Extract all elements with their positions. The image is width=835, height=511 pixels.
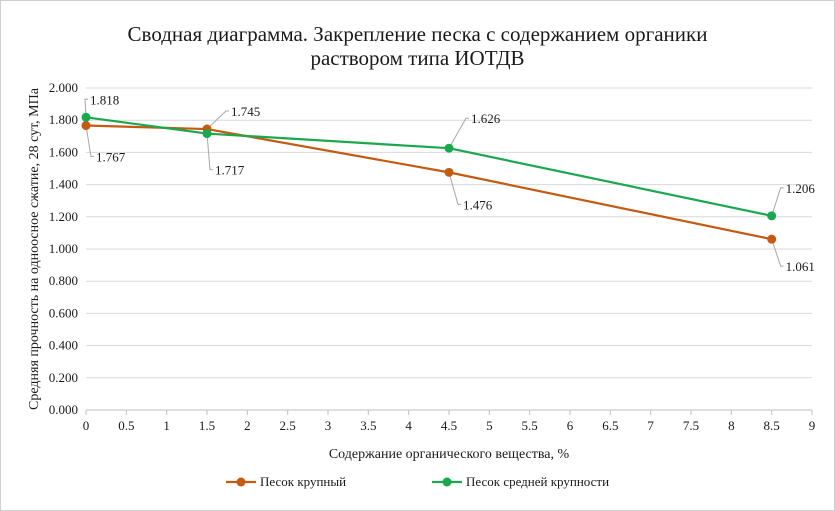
data-label: 1.745: [231, 104, 260, 119]
x-axis-title: Содержание органического вещества, %: [329, 447, 570, 462]
x-tick-label: 0: [83, 418, 90, 433]
data-point: [81, 121, 91, 131]
y-tick-label: 1.200: [49, 209, 78, 224]
series-line: [85, 116, 772, 217]
y-tick-label: 0.600: [49, 305, 78, 320]
gridlines: [86, 87, 812, 379]
data-label: 1.476: [463, 197, 493, 212]
data-label: 1.061: [786, 259, 815, 274]
label-leader: [771, 187, 784, 216]
label-leader: [85, 125, 94, 158]
y-tick-label: 0.400: [49, 338, 78, 353]
series-line: [85, 124, 772, 241]
chart-subtitle: раствором типа ИОТДВ: [310, 46, 525, 70]
label-leader: [206, 133, 213, 171]
data-point: [767, 234, 777, 244]
series-points: [81, 112, 777, 244]
y-tick-label: 1.600: [49, 144, 78, 159]
y-tick-label: 2.000: [49, 80, 78, 95]
axes: [85, 409, 813, 415]
x-tick-label: 9: [809, 418, 816, 433]
label-leader: [84, 98, 88, 118]
x-tick-label: 0.5: [118, 418, 134, 433]
x-tick-label: 4: [405, 418, 412, 433]
x-tick-label: 2.5: [280, 418, 296, 433]
data-labels: 1.767 1.745 1.476 1.061 1.818 1.717 1.626 1.206: [90, 92, 815, 274]
legend-label: Песок средней крупности: [466, 474, 609, 489]
y-tick-label: 0.800: [49, 273, 78, 288]
x-tick-label: 7: [647, 418, 654, 433]
x-tick-label: 7.5: [683, 418, 699, 433]
x-tick-label: 3.5: [360, 418, 376, 433]
label-leader: [206, 110, 229, 130]
legend: Песок крупный Песок средней крупности: [226, 474, 609, 489]
x-tick-label: 1: [163, 418, 170, 433]
data-label: 1.206: [786, 181, 816, 196]
label-leader: [448, 172, 461, 205]
data-point: [767, 211, 777, 221]
x-tick-label: 8: [728, 418, 735, 433]
data-point: [202, 129, 212, 139]
y-tick-label: 0.000: [49, 402, 78, 417]
data-label: 1.626: [471, 111, 501, 126]
data-label: 1.717: [215, 163, 245, 178]
x-tick-label: 3: [325, 418, 332, 433]
label-leader: [771, 239, 784, 267]
x-tick-label: 6: [567, 418, 574, 433]
x-tick-label: 2: [244, 418, 251, 433]
legend-marker: [236, 477, 246, 487]
chart-title: Сводная диаграмма. Закрепление песка с с…: [127, 22, 708, 46]
label-leader: [448, 117, 469, 149]
label-leader-lines: [84, 98, 784, 267]
x-tick-label: 4.5: [441, 418, 457, 433]
data-point: [444, 143, 454, 153]
tick-labels: 0.000 0.200 0.400 0.600 0.800 1.000 1.200 1.400…: [49, 80, 816, 433]
y-tick-label: 1.000: [49, 241, 78, 256]
data-label: 1.767: [96, 150, 126, 165]
y-tick-label: 1.400: [49, 177, 78, 192]
data-label: 1.818: [90, 92, 119, 107]
data-point: [444, 167, 454, 177]
legend-label: Песок крупный: [260, 474, 346, 489]
series-lines: [85, 116, 772, 241]
x-tick-label: 6.5: [602, 418, 618, 433]
y-axis-title: Средняя прочность на одноосное сжатие, 2…: [27, 87, 42, 410]
y-tick-label: 1.800: [49, 112, 78, 127]
x-tick-label: 8.5: [764, 418, 780, 433]
x-tick-label: 5.5: [522, 418, 538, 433]
y-tick-label: 0.200: [49, 370, 78, 385]
x-tick-label: 1.5: [199, 418, 215, 433]
legend-marker: [442, 477, 452, 487]
x-tick-label: 5: [486, 418, 493, 433]
data-point: [81, 112, 91, 122]
